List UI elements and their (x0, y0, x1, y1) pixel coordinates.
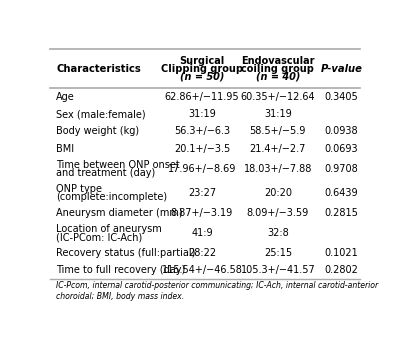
Text: 8.87+/−3.19: 8.87+/−3.19 (171, 208, 233, 218)
Text: 20.1+/−3.5: 20.1+/−3.5 (174, 144, 230, 154)
Text: 0.1021: 0.1021 (324, 248, 358, 258)
Text: P-value: P-value (320, 64, 362, 74)
Text: IC-Pcom, internal carotid-posterior communicating; IC-Ach, internal carotid-ante: IC-Pcom, internal carotid-posterior comm… (56, 281, 378, 301)
Text: 8.09+/−3.59: 8.09+/−3.59 (247, 208, 309, 218)
Text: (n = 50): (n = 50) (180, 72, 224, 82)
Text: 0.2815: 0.2815 (324, 208, 358, 218)
Text: Endovascular: Endovascular (241, 56, 315, 66)
Text: 31:19: 31:19 (188, 109, 216, 119)
Text: 62.86+/−11.95: 62.86+/−11.95 (164, 92, 239, 102)
Text: Body weight (kg): Body weight (kg) (56, 127, 139, 137)
Text: Sex (male:female): Sex (male:female) (56, 109, 146, 119)
Text: 105.3+/−41.57: 105.3+/−41.57 (240, 265, 315, 275)
Text: 32:8: 32:8 (267, 228, 289, 238)
Text: Time between ONP onset: Time between ONP onset (56, 160, 180, 170)
Text: (n = 40): (n = 40) (256, 72, 300, 82)
Text: 23:27: 23:27 (188, 188, 216, 198)
Text: Aneurysm diameter (mm): Aneurysm diameter (mm) (56, 208, 183, 218)
Text: Clipping group: Clipping group (161, 64, 243, 74)
Text: 58.5+/−5.9: 58.5+/−5.9 (250, 127, 306, 137)
Text: 21.4+/−2.7: 21.4+/−2.7 (250, 144, 306, 154)
Text: BMI: BMI (56, 144, 74, 154)
Text: Surgical: Surgical (179, 56, 224, 66)
Text: Location of aneurysm: Location of aneurysm (56, 224, 162, 234)
Text: 0.3405: 0.3405 (324, 92, 358, 102)
Text: 60.35+/−12.64: 60.35+/−12.64 (240, 92, 315, 102)
Text: (IC-PCom: IC-Ach): (IC-PCom: IC-Ach) (56, 232, 142, 242)
Text: 28:22: 28:22 (188, 248, 216, 258)
Text: Time to full recovery (day): Time to full recovery (day) (56, 265, 186, 275)
Text: 56.3+/−6.3: 56.3+/−6.3 (174, 127, 230, 137)
Text: 0.0693: 0.0693 (324, 144, 358, 154)
Text: coiling group: coiling group (242, 64, 314, 74)
Text: 20:20: 20:20 (264, 188, 292, 198)
Text: Age: Age (56, 92, 75, 102)
Text: and treatment (day): and treatment (day) (56, 168, 156, 178)
Text: 0.9708: 0.9708 (324, 164, 358, 174)
Text: 31:19: 31:19 (264, 109, 292, 119)
Text: 115.54+/−46.58: 115.54+/−46.58 (162, 265, 242, 275)
Text: ONP type: ONP type (56, 184, 102, 194)
Text: 0.2802: 0.2802 (324, 265, 358, 275)
Text: Characteristics: Characteristics (56, 64, 141, 74)
Text: 41:9: 41:9 (191, 228, 213, 238)
Text: 0.6439: 0.6439 (324, 188, 358, 198)
Text: (complete:incomplete): (complete:incomplete) (56, 192, 167, 202)
Text: 25:15: 25:15 (264, 248, 292, 258)
Text: Recovery status (full:partial): Recovery status (full:partial) (56, 248, 196, 258)
Text: 17.96+/−8.69: 17.96+/−8.69 (168, 164, 236, 174)
Text: 0.0938: 0.0938 (324, 127, 358, 137)
Text: 18.03+/−7.88: 18.03+/−7.88 (244, 164, 312, 174)
